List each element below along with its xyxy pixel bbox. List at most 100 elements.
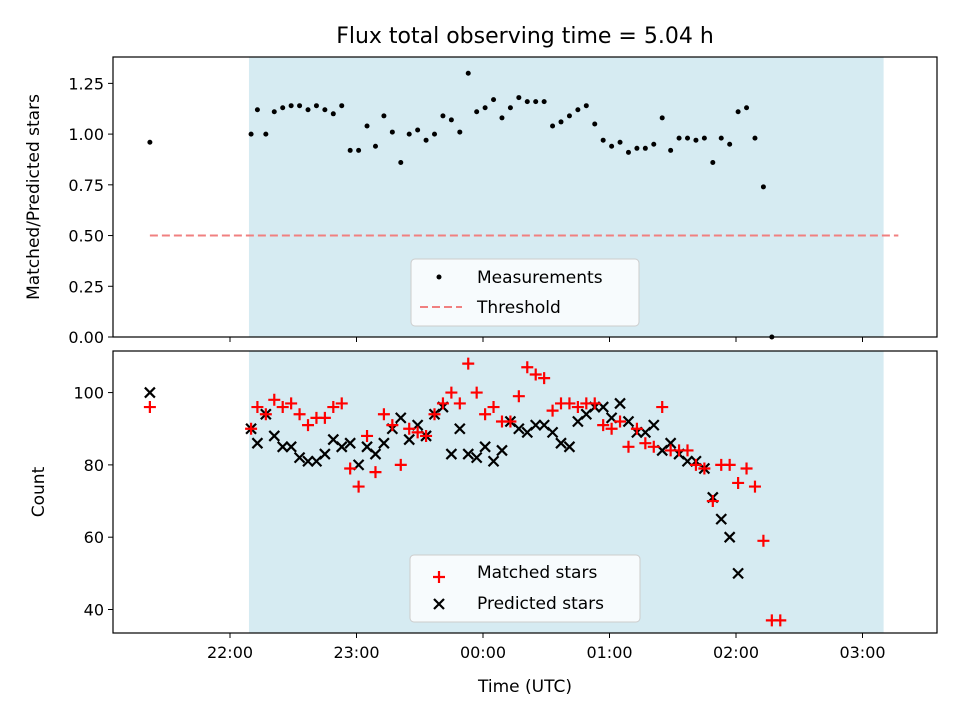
predicted-stars-point xyxy=(462,448,475,460)
matched-stars-point xyxy=(757,534,770,547)
measurement-point xyxy=(263,131,269,137)
measurement-point xyxy=(474,109,480,115)
predicted-stars-point xyxy=(369,448,382,460)
y-tick-label: 80 xyxy=(84,456,104,475)
matched-stars-point xyxy=(529,368,542,381)
predicted-stars-point xyxy=(335,441,348,453)
matched-stars-point xyxy=(462,357,475,370)
matched-stars-point xyxy=(369,466,382,479)
measurement-point xyxy=(676,135,682,141)
predicted-stars-point xyxy=(319,448,331,460)
matched-stars-point xyxy=(639,437,652,450)
matched-stars-point xyxy=(293,408,306,421)
matched-stars-point xyxy=(411,426,424,439)
x-tick-label: 01:00 xyxy=(586,643,632,662)
measurement-point xyxy=(248,131,254,137)
measurement-point xyxy=(609,143,615,149)
measurement-point xyxy=(305,107,311,113)
matched-stars-point xyxy=(597,419,610,432)
predicted-stars-point xyxy=(378,437,390,449)
y-tick-label: 100 xyxy=(73,384,104,403)
measurement-point xyxy=(415,127,421,133)
measurement-point xyxy=(685,135,691,141)
predicted-stars-point xyxy=(496,444,508,457)
bottom-plot-frame xyxy=(112,350,938,634)
matched-stars-point xyxy=(630,422,643,435)
predicted-stars-point xyxy=(513,422,525,435)
matched-stars-point xyxy=(285,397,298,410)
bottom-y-axis-label: Count xyxy=(29,466,49,517)
measurement-point xyxy=(507,105,513,111)
x-tick-label: 02:00 xyxy=(713,643,759,662)
matched-stars-point xyxy=(689,458,702,471)
predicted-stars-point xyxy=(344,437,356,449)
matched-stars-legend-label: Matched stars xyxy=(477,563,597,583)
matched-stars-point xyxy=(479,408,492,421)
measurement-point xyxy=(465,70,471,76)
measurement-point xyxy=(330,111,336,117)
measurement-point xyxy=(617,139,623,145)
measurement-point xyxy=(752,135,758,141)
bottom-panel: 40 60 80 100 22:00 23:00 00:00 01:00 02:00 03:00… xyxy=(29,350,938,697)
matched-stars-point xyxy=(377,408,390,421)
measurement-point xyxy=(491,97,497,103)
predicted-stars-point xyxy=(454,422,466,435)
predicted-stars-point xyxy=(445,448,458,460)
predicted-stars-point xyxy=(268,430,281,442)
y-tick-label: 0.25 xyxy=(68,277,104,296)
measurement-point xyxy=(744,105,750,111)
measurements-legend-marker xyxy=(436,274,442,280)
predicted-stars-point xyxy=(285,441,297,453)
measurement-point xyxy=(718,135,724,141)
measurement-point xyxy=(516,95,522,101)
matched-stars-point xyxy=(748,480,761,493)
matched-stars-point xyxy=(436,397,449,410)
y-tick-label: 60 xyxy=(84,528,104,547)
measurement-point xyxy=(482,105,488,111)
matched-stars-point xyxy=(774,614,787,627)
predicted-stars-point xyxy=(555,437,567,449)
matched-stars-point xyxy=(403,422,416,435)
predicted-stars-point xyxy=(394,412,407,424)
matched-stars-point xyxy=(487,401,500,414)
measurement-point xyxy=(280,105,286,111)
matched-stars-point xyxy=(335,397,348,410)
x-tick-label: 00:00 xyxy=(460,643,506,662)
matched-stars-point xyxy=(245,422,258,435)
measurement-point xyxy=(583,103,589,109)
matched-stars-point xyxy=(302,419,315,432)
measurement-point xyxy=(592,121,598,127)
matched-stars-point xyxy=(386,419,399,432)
measurement-point xyxy=(432,131,438,137)
predicted-stars-point xyxy=(487,455,500,468)
y-tick-label: 1.00 xyxy=(68,125,104,144)
matched-stars-legend-marker xyxy=(433,571,445,583)
predicted-stars-point xyxy=(470,451,483,464)
matched-stars-point xyxy=(327,401,340,414)
matched-stars-point xyxy=(681,444,694,457)
measurement-point xyxy=(524,99,530,105)
matched-stars-point xyxy=(614,415,627,428)
bottom-y-axis-ticks: 40 60 80 100 xyxy=(73,384,113,620)
matched-stars-point xyxy=(512,390,525,403)
matched-stars-point xyxy=(420,429,433,442)
matched-stars-point xyxy=(723,458,736,471)
measurement-point xyxy=(735,109,741,115)
measurement-point xyxy=(322,107,328,113)
measurement-point xyxy=(550,123,556,129)
measurement-point xyxy=(313,103,319,109)
measurement-point xyxy=(651,141,657,147)
predicted-stars-point xyxy=(723,531,736,543)
top-plot-frame xyxy=(112,56,938,338)
measurement-point xyxy=(693,137,699,143)
matched-stars-point xyxy=(276,401,289,414)
matched-stars-point xyxy=(259,408,272,421)
y-tick-label: 0.50 xyxy=(68,227,104,246)
measurement-point xyxy=(541,99,547,105)
top-panel: 0.00 0.25 0.50 0.75 1.00 1.25 Matched/Predict… xyxy=(24,56,938,347)
predicted-stars-point xyxy=(403,433,415,446)
measurement-point xyxy=(389,129,395,135)
measurements-series xyxy=(147,70,775,340)
top-legend: Measurements Threshold xyxy=(410,258,640,327)
measurement-point xyxy=(701,135,707,141)
